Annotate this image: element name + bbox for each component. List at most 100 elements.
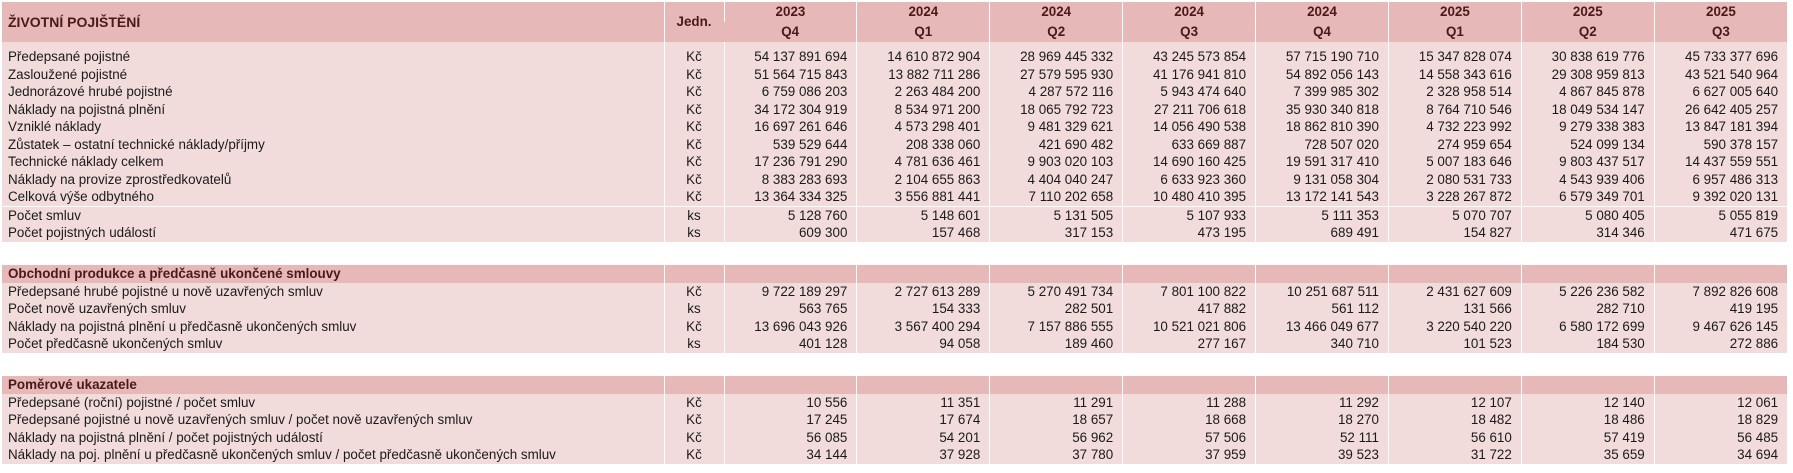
row-value: 9 803 437 517 <box>1520 153 1655 171</box>
row-value: 10 251 687 511 <box>1255 282 1389 300</box>
row-value: 34 694 <box>1653 446 1788 464</box>
row-value: 5 943 474 640 <box>1122 83 1256 101</box>
row-value: 154 333 <box>856 300 990 318</box>
row-value: 4 732 223 992 <box>1387 118 1522 136</box>
section-gap-cell <box>1521 352 1655 375</box>
row-value: 417 882 <box>1122 300 1256 318</box>
row-unit: Kč <box>663 83 724 101</box>
table-row: Předepsané hrubé pojistné u nově uzavřen… <box>2 282 1788 300</box>
year-header: 2024 <box>1122 2 1256 22</box>
section-header-cell <box>663 263 724 283</box>
unit-column-header: Jedn. <box>663 2 724 42</box>
header-spacer-cell <box>723 42 857 48</box>
header-spacer-cell <box>663 42 724 48</box>
row-value: 5 131 505 <box>989 205 1123 224</box>
row-value: 13 172 141 543 <box>1255 188 1389 206</box>
quarter-header: Q1 <box>856 22 990 42</box>
row-unit: Kč <box>663 411 724 429</box>
section-header-cell <box>856 263 990 283</box>
row-value: 9 279 338 383 <box>1520 118 1655 136</box>
section-header-cell <box>1255 263 1389 283</box>
row-value: 16 697 261 646 <box>723 118 857 136</box>
row-unit: ks <box>663 300 724 318</box>
row-label: Technické náklady celkem <box>2 153 664 171</box>
row-value: 2 328 958 514 <box>1387 83 1522 101</box>
section-header-cell <box>1387 374 1522 394</box>
row-value: 131 566 <box>1387 300 1522 318</box>
row-value: 37 928 <box>856 446 990 464</box>
section-header-cell <box>1520 374 1655 394</box>
year-header: 2024 <box>856 2 990 22</box>
table-row: Náklady na pojistná plnění u předčasně u… <box>2 317 1788 335</box>
table-row: Počet smluv ks 5 128 760 5 148 601 5 131 505… <box>2 205 1788 224</box>
row-value: 8 764 710 546 <box>1387 100 1522 118</box>
table-title: ŽIVOTNÍ POJIŠTĚNÍ <box>2 2 664 42</box>
section-header-cell <box>1255 374 1389 394</box>
row-value: 18 668 <box>1122 411 1256 429</box>
row-value: 2 104 655 863 <box>856 170 990 188</box>
section-header-cell <box>1387 263 1522 283</box>
row-value: 27 211 706 618 <box>1122 100 1256 118</box>
year-header: 2024 <box>1255 2 1389 22</box>
row-value: 12 061 <box>1653 393 1788 411</box>
row-value: 184 530 <box>1520 335 1655 353</box>
row-unit: Kč <box>663 153 724 171</box>
row-value: 17 236 791 290 <box>723 153 857 171</box>
table-row: Technické náklady celkem Kč 17 236 791 290… <box>2 153 1788 171</box>
section-gap <box>2 352 1788 375</box>
section-header-cell <box>1122 374 1256 394</box>
row-label: Celková výše odbytného <box>2 188 664 206</box>
row-value: 13 364 334 325 <box>723 188 857 206</box>
section-gap <box>2 241 1788 264</box>
row-value: 561 112 <box>1255 300 1389 318</box>
row-unit: Kč <box>663 188 724 206</box>
row-value: 272 886 <box>1653 335 1788 353</box>
row-label: Náklady na pojistná plnění u předčasně u… <box>2 317 664 335</box>
row-value: 6 580 172 699 <box>1520 317 1655 335</box>
row-value: 609 300 <box>723 224 857 242</box>
row-value: 5 107 933 <box>1122 205 1256 224</box>
row-value: 101 523 <box>1387 335 1522 353</box>
table-row: Vzniklé náklady Kč 16 697 261 646 4 573 298… <box>2 118 1788 136</box>
row-value: 277 167 <box>1122 335 1256 353</box>
section-header-cell <box>1520 263 1655 283</box>
row-value: 728 507 020 <box>1255 135 1389 153</box>
row-label: Jednorázové hrubé pojistné <box>2 83 664 101</box>
row-value: 37 780 <box>989 446 1123 464</box>
quarter-header: Q3 <box>1653 22 1788 42</box>
section-header-cell <box>723 374 857 394</box>
table-row: Počet předčasně ukončených smluv ks 401 12… <box>2 335 1788 353</box>
section-title: Obchodní produkce a předčasně ukončené s… <box>2 263 664 283</box>
row-value: 26 642 405 257 <box>1653 100 1788 118</box>
row-value: 18 270 <box>1255 411 1389 429</box>
table-row: Zasloužené pojistné Kč 51 564 715 843 13 88… <box>2 65 1788 83</box>
row-label: Počet nově uzavřených smluv <box>2 300 664 318</box>
header-spacer <box>2 42 1788 48</box>
row-value: 14 437 559 551 <box>1653 153 1788 171</box>
row-value: 4 867 845 878 <box>1520 83 1655 101</box>
row-value: 2 431 627 609 <box>1387 282 1522 300</box>
row-value: 6 579 349 701 <box>1520 188 1655 206</box>
row-unit: Kč <box>663 317 724 335</box>
row-value: 13 696 043 926 <box>723 317 857 335</box>
header-spacer-cell <box>1387 42 1522 48</box>
section-header-cell <box>1122 263 1256 283</box>
section-gap-cell <box>2 241 664 264</box>
row-value: 56 085 <box>723 428 857 446</box>
header-spacer-cell <box>1520 42 1655 48</box>
row-value: 11 351 <box>856 393 990 411</box>
row-value: 317 153 <box>989 224 1123 242</box>
row-unit: Kč <box>663 135 724 153</box>
table-row: Předepsané pojistné u nově uzavřených sm… <box>2 411 1788 429</box>
life-insurance-table: ŽIVOTNÍ POJIŠTĚNÍ Jedn. 2023 2024 2024 2… <box>2 2 1788 464</box>
row-value: 2 263 484 200 <box>856 83 990 101</box>
row-value: 37 959 <box>1122 446 1256 464</box>
section-header-cell <box>989 374 1123 394</box>
row-value: 29 308 959 813 <box>1520 65 1655 83</box>
row-value: 11 291 <box>989 393 1123 411</box>
row-value: 10 556 <box>723 393 857 411</box>
table-row: Celková výše odbytného Kč 13 364 334 325 3 … <box>2 188 1788 206</box>
row-value: 30 838 619 776 <box>1520 48 1655 66</box>
row-value: 5 111 353 <box>1255 205 1389 224</box>
section-gap-cell <box>1255 352 1389 375</box>
